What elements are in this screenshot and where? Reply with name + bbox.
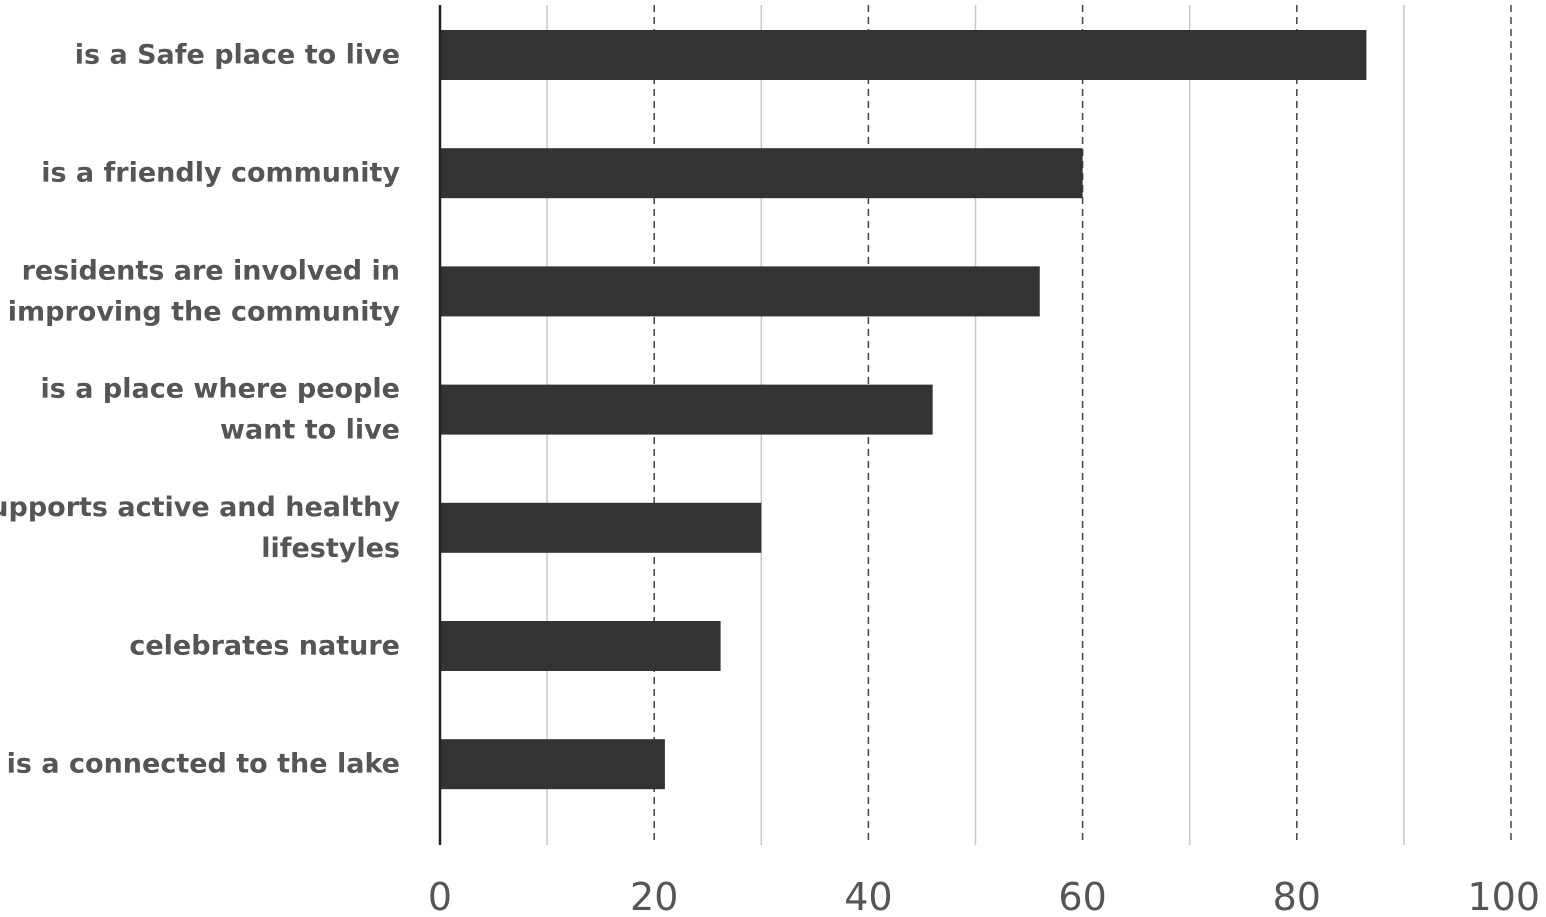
bar [440,148,1083,199]
x-tick-label: 60 [1058,875,1106,917]
category-label: is a Safe place to live [75,40,400,71]
bars [440,30,1367,790]
category-label: is a friendly community [41,158,400,189]
category-label: want to live [220,415,400,446]
category-label: celebrates nature [129,631,400,662]
category-label: lifestyles [261,533,400,564]
category-label: supports active and healthy [0,492,400,523]
x-tick-label: 40 [844,875,892,917]
category-label: residents are involved in [22,255,400,286]
bar [440,502,762,553]
x-tick-label: 0 [428,875,452,917]
category-label: is a place where people [41,374,400,405]
bar [440,621,721,671]
x-tick-label: 100 [1467,875,1540,917]
category-label: improving the community [8,296,401,327]
category-labels: is a Safe place to live is a friendly com… [0,40,400,780]
bar [440,739,665,790]
x-tick-label: 80 [1273,875,1321,917]
category-label: is a connected to the lake [7,749,400,780]
x-tick-label: 20 [630,875,678,917]
bar [440,384,933,435]
bar [440,30,1367,80]
x-tick-labels: 0 20 40 60 80 100 [428,875,1540,917]
bar [440,266,1040,317]
